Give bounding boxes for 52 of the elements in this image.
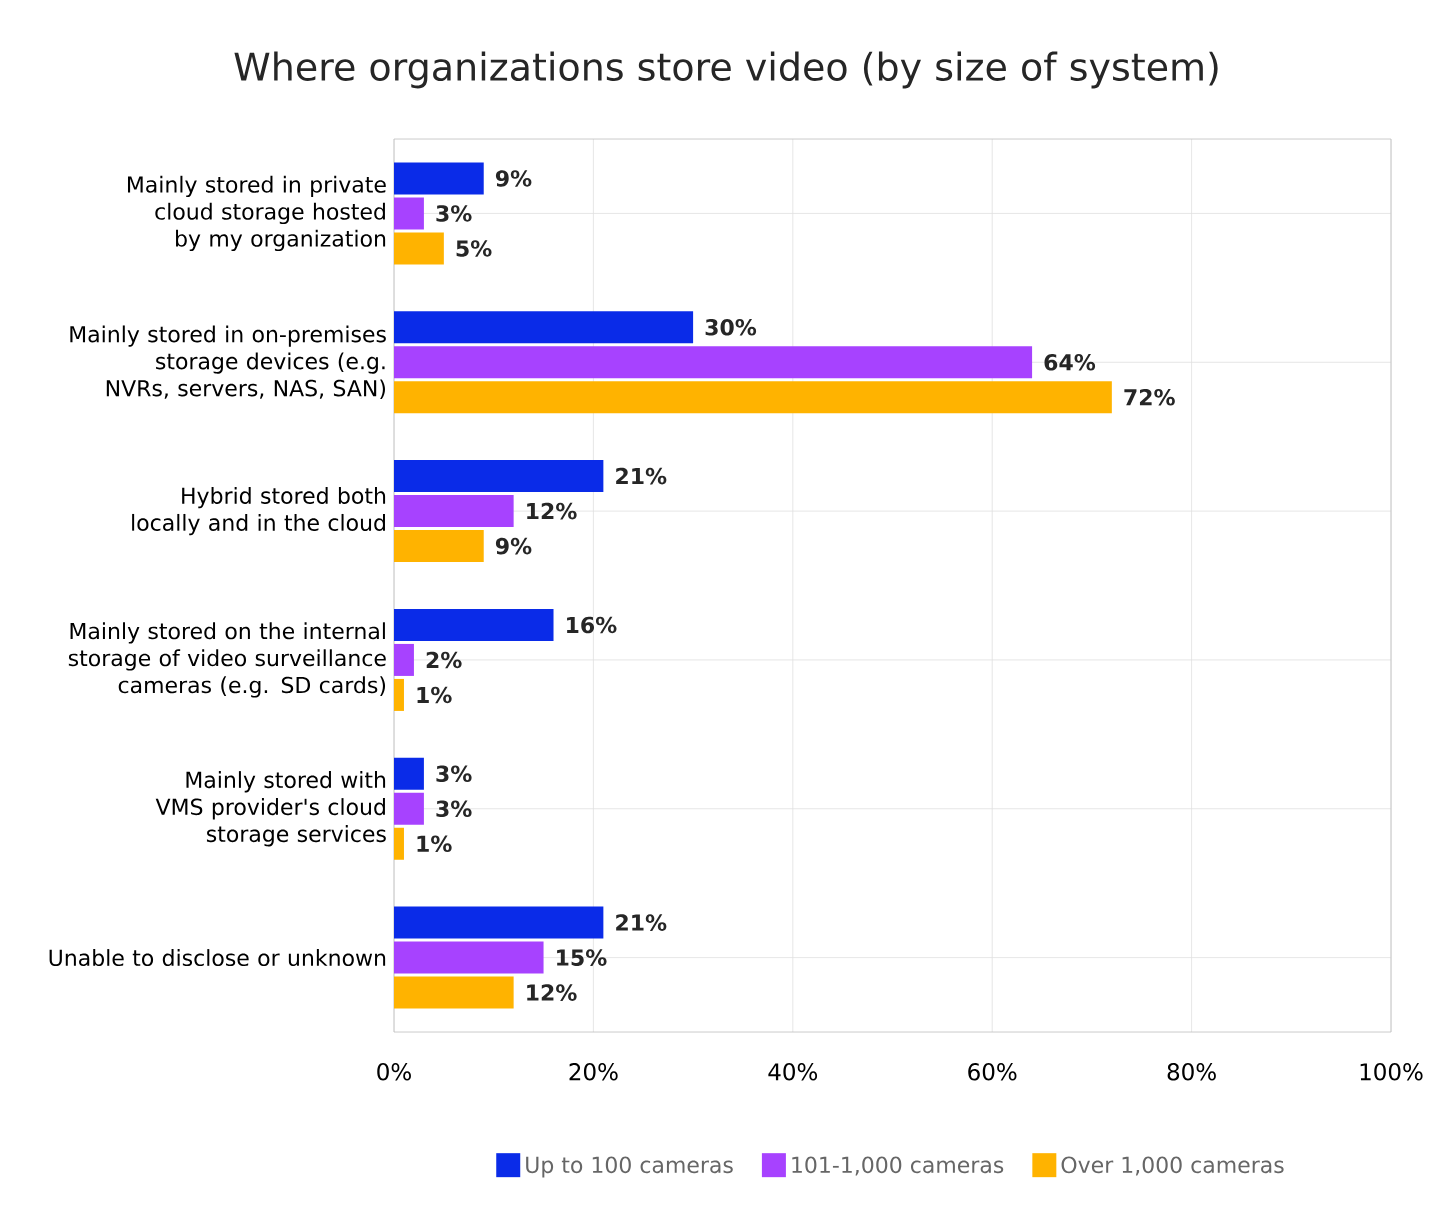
data-label: 30%	[705, 318, 757, 336]
data-label: 1%	[417, 686, 452, 704]
y-tick-label: Mainly stored in on-premises storage devices (e.g. NVRs, servers, NAS, SAN)	[70, 325, 386, 400]
data-label: 9%	[495, 170, 532, 187]
data-label: 64%	[1044, 353, 1096, 371]
bar	[394, 906, 604, 939]
data-label: 9%	[495, 537, 532, 555]
data-label: 21%	[616, 914, 667, 931]
data-label: 2%	[426, 651, 462, 669]
y-tick-label: Mainly stored in private cloud storage hosted by my organization	[127, 175, 386, 252]
bar	[394, 608, 554, 641]
bar	[394, 381, 1112, 414]
bar	[394, 162, 484, 195]
data-label: 3%	[436, 800, 472, 818]
data-label: 5%	[456, 240, 492, 257]
bar	[394, 643, 414, 676]
bar	[394, 757, 424, 790]
bar	[394, 827, 404, 860]
legend-label: 101-1,000 cameras	[792, 1156, 1004, 1176]
x-tick-label: 60%	[968, 1063, 1017, 1081]
bar	[394, 792, 424, 825]
y-tick-label: Hybrid stored both locally and in the cloud	[132, 486, 386, 536]
data-label: 1%	[417, 835, 452, 853]
bar	[394, 346, 1033, 379]
bar	[394, 311, 694, 344]
chart-title: Where organizations store video (by size of system)	[234, 51, 1218, 89]
data-label: 12%	[527, 984, 577, 1001]
x-tick-label: 40%	[768, 1063, 818, 1081]
bar	[394, 941, 544, 974]
data-label: 3%	[436, 205, 472, 222]
x-tick-label: 80%	[1167, 1063, 1216, 1081]
bar	[394, 530, 484, 563]
data-label: 3%	[436, 765, 472, 783]
data-label: 21%	[616, 467, 667, 485]
data-label: 16%	[567, 616, 617, 634]
y-tick-label: Mainly stored on the internal storage of video surveillance cameras (e.g. SD cards)	[68, 622, 386, 698]
bar	[394, 232, 444, 265]
bar	[394, 976, 514, 1009]
legend-label: Over 1,000 cameras	[1061, 1156, 1284, 1176]
bar	[394, 678, 404, 711]
x-tick-label: 100%	[1360, 1063, 1423, 1081]
y-tick-label: Unable to disclose or unknown	[49, 949, 386, 967]
bar	[394, 460, 604, 493]
bar	[394, 197, 424, 230]
data-label: 72%	[1124, 388, 1175, 406]
x-tick-label: 0%	[377, 1063, 411, 1081]
y-tick-label: Mainly stored with VMS provider's cloud storage services	[155, 771, 386, 847]
legend-label: Up to 100 cameras	[526, 1156, 733, 1178]
bar	[394, 495, 514, 528]
x-tick-label: 20%	[569, 1063, 618, 1081]
data-label: 12%	[527, 502, 577, 520]
data-label: 15%	[557, 949, 607, 966]
